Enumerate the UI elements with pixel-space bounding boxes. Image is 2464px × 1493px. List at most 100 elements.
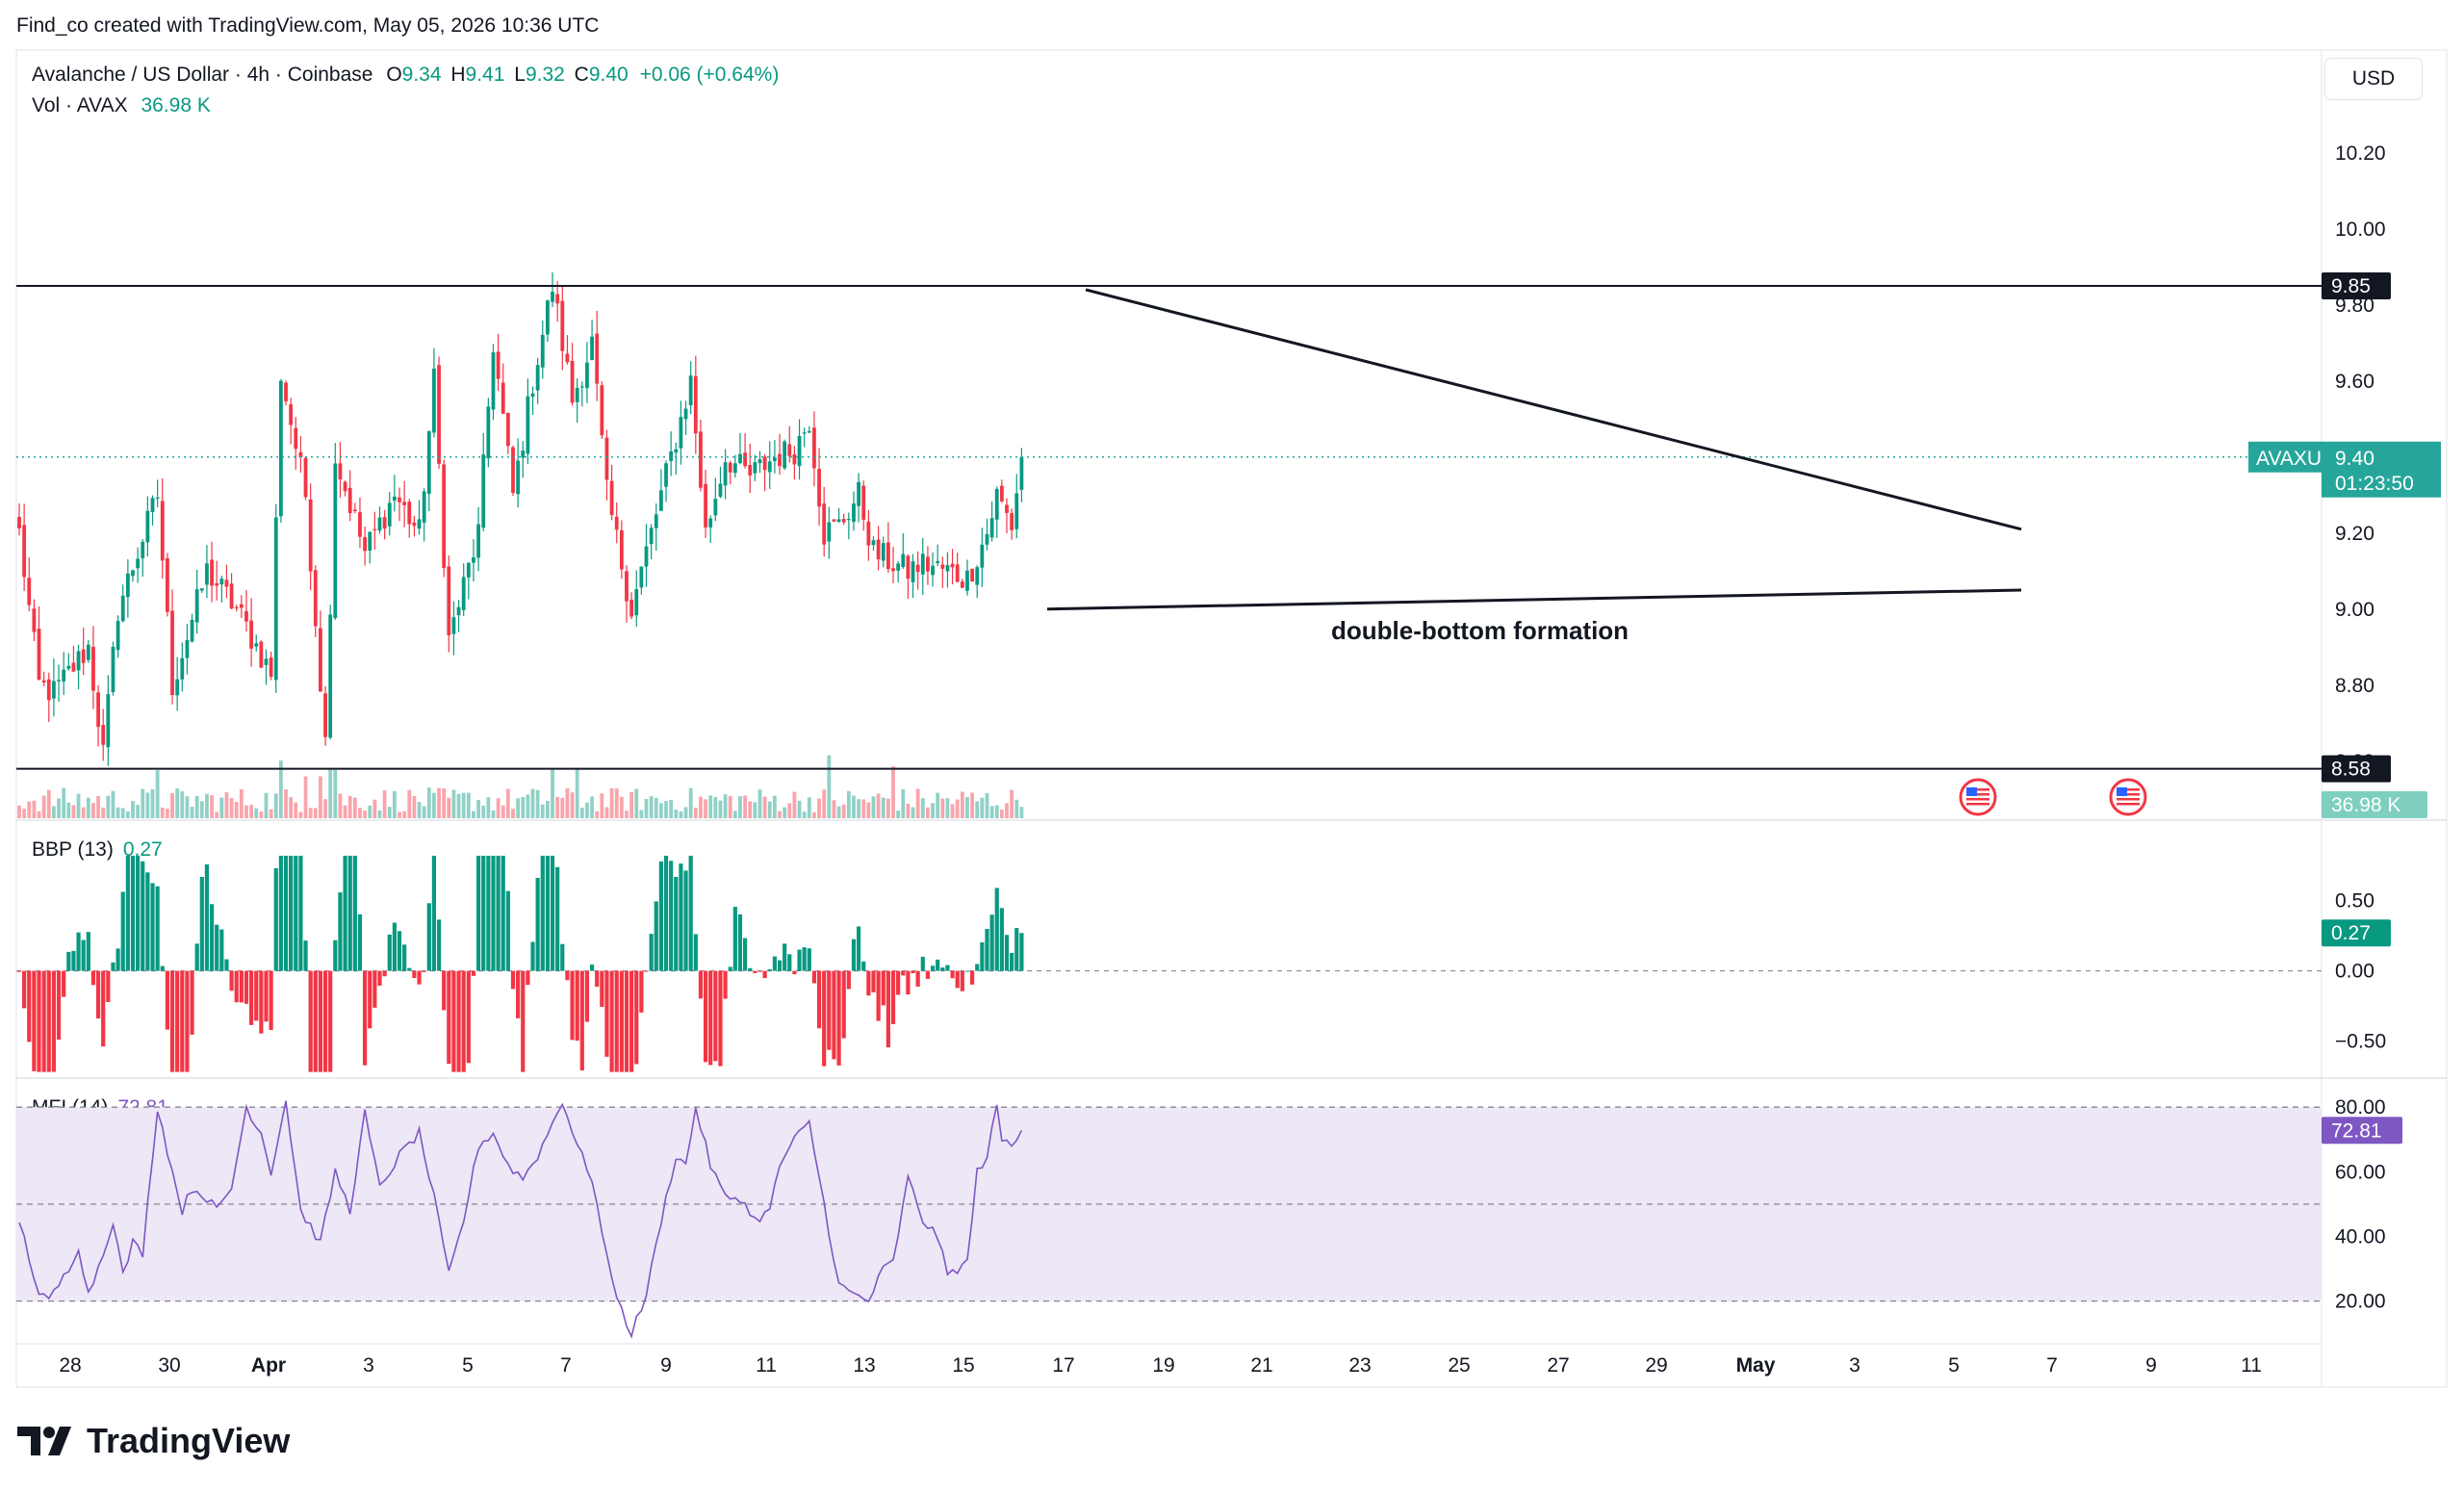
- price-tick-label: 10.20: [2335, 142, 2386, 165]
- candle-body: [629, 599, 634, 617]
- volume-bar: [264, 792, 269, 818]
- time-tick-label: 7: [2046, 1354, 2058, 1377]
- volume-bar: [595, 811, 600, 818]
- volume-bar: [649, 796, 654, 818]
- candle-body: [451, 617, 456, 634]
- bbp-bar: [555, 866, 560, 971]
- double-bottom-annotation[interactable]: double-bottom formation: [1331, 616, 1630, 645]
- bbp-bar: [989, 914, 994, 971]
- bbp-bar: [644, 970, 649, 972]
- volume-bar: [426, 787, 431, 818]
- candle-body: [500, 382, 505, 414]
- candle-body: [224, 579, 229, 587]
- currency-button[interactable]: USD: [2324, 58, 2423, 100]
- symbol-legend: Avalanche / US Dollar · 4h · Coinbase O9…: [32, 64, 779, 87]
- candle-body: [155, 497, 160, 500]
- bbp-bar: [846, 970, 851, 990]
- volume-bar: [81, 807, 86, 818]
- bbp-bar: [777, 960, 783, 971]
- volume-bar: [352, 797, 357, 818]
- bbp-bar: [748, 967, 753, 971]
- bbp-bar: [377, 970, 382, 986]
- candle-body: [205, 563, 209, 585]
- bbp-bar: [431, 855, 437, 971]
- bbp-bar: [698, 970, 704, 999]
- us-flag-event-icon[interactable]: [2109, 778, 2147, 816]
- candle-body: [175, 679, 180, 696]
- candle-body: [308, 499, 313, 572]
- candle-body: [101, 725, 106, 745]
- bbp-bar: [422, 970, 426, 972]
- bbp-bar: [500, 855, 505, 971]
- candle-body: [836, 519, 841, 523]
- ohlc-open-value: 9.34: [401, 64, 442, 86]
- candle-body: [683, 408, 688, 420]
- candle-body: [170, 610, 174, 696]
- volume-bar: [792, 791, 797, 818]
- bbp-bar: [1004, 935, 1010, 971]
- candle-body: [753, 462, 757, 474]
- support-trendline[interactable]: [1046, 588, 2022, 611]
- volume-legend-label[interactable]: Vol · AVAX: [32, 94, 128, 116]
- candle-body: [699, 431, 703, 488]
- candle-body: [674, 449, 679, 453]
- bbp-bar: [27, 970, 32, 1043]
- candle-body: [372, 528, 377, 530]
- bbp-bar: [71, 950, 76, 971]
- bbp-bar: [294, 855, 298, 971]
- candle-body: [654, 514, 658, 528]
- volume-bar: [960, 791, 964, 818]
- volume-bar: [535, 789, 540, 818]
- bbp-legend-label[interactable]: BBP (13): [32, 838, 114, 861]
- candle-body: [76, 651, 81, 671]
- drawings[interactable]: [16, 285, 2322, 770]
- candle-body: [936, 560, 940, 564]
- bbp-bar: [303, 940, 308, 971]
- time-tick-label: 17: [1052, 1354, 1074, 1377]
- bbp-bar: [76, 932, 81, 971]
- bbp-bar: [600, 970, 604, 1008]
- bbp-bar: [871, 970, 876, 992]
- volume-bar: [738, 796, 742, 818]
- volume-bar: [683, 807, 688, 818]
- volume-bar: [699, 796, 703, 818]
- us-flag-event-icon[interactable]: [1959, 778, 1997, 816]
- candle-body: [857, 481, 860, 506]
- bbp-bar: [264, 970, 269, 1022]
- volume-bar: [614, 788, 619, 818]
- candle-body: [975, 567, 980, 585]
- bbp-bar: [343, 855, 347, 971]
- symbol-name-tag: [2248, 441, 2322, 473]
- candle-body: [639, 566, 644, 588]
- candle-body: [71, 662, 76, 672]
- volume-bar: [866, 802, 871, 818]
- volume-bar: [827, 755, 832, 818]
- candle-body: [254, 643, 259, 647]
- volume-bar: [466, 792, 471, 818]
- candle-body: [303, 457, 308, 498]
- symbol-title[interactable]: Avalanche / US Dollar · 4h · Coinbase: [32, 64, 373, 86]
- volume-bar: [970, 792, 974, 818]
- bbp-bar: [521, 970, 526, 1072]
- time-tick-label: 11: [756, 1354, 777, 1377]
- bbp-bar: [120, 891, 125, 971]
- bbp-bar: [37, 970, 41, 1072]
- candle-body: [472, 557, 475, 563]
- price-tick-label: 9.80: [2335, 295, 2374, 317]
- chart-frame: [15, 49, 2448, 1388]
- mfi-value-tag: [2322, 1117, 2402, 1145]
- volume-bar: [516, 798, 521, 818]
- candle-body: [530, 393, 535, 398]
- volume-bar: [743, 795, 748, 818]
- tradingview-brand[interactable]: TradingView: [17, 1421, 290, 1461]
- bbp-bar: [333, 940, 338, 971]
- event-flags[interactable]: [1959, 778, 2147, 816]
- volume-bar: [377, 811, 382, 818]
- descending-trendline[interactable]: [1085, 288, 2022, 531]
- volume-bar: [841, 804, 846, 818]
- volume-bar: [999, 810, 1004, 818]
- candle-body: [259, 641, 264, 668]
- volume-bar: [955, 799, 960, 818]
- bbp-bar: [629, 970, 634, 1072]
